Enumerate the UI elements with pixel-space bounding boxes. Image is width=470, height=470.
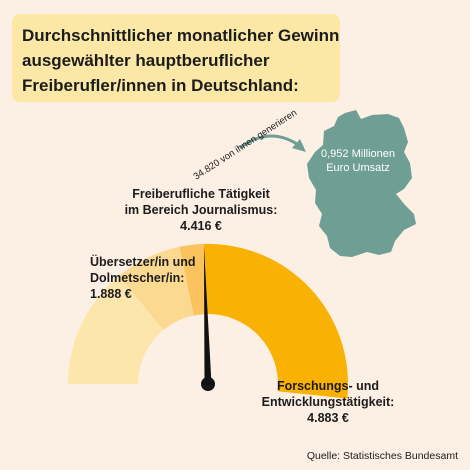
title-box bbox=[12, 14, 340, 102]
label-uebersetzer-line-1: Übersetzer/in und bbox=[90, 255, 196, 269]
arrow-curve bbox=[239, 134, 301, 150]
label-uebersetzer: Übersetzer/in und Dolmetscher/in: 1.888 … bbox=[90, 254, 196, 302]
map-text-line-2: Euro Umsatz bbox=[326, 162, 390, 174]
gauge-needle-hub bbox=[201, 377, 215, 391]
gauge-segment-journalismus bbox=[179, 244, 206, 316]
label-forschung: Forschungs- und Entwicklungstätigkeit: 4… bbox=[248, 378, 408, 426]
label-forschung-line-1: Forschungs- und bbox=[276, 379, 380, 393]
gauge-needle bbox=[203, 246, 212, 385]
chart-title-line-1: Durchschnittlicher monatlicher Gewinn bbox=[22, 26, 340, 45]
label-uebersetzer-line-2: Dolmetscher/in: bbox=[90, 271, 185, 285]
map-text-line-1: 0,952 Millionen bbox=[321, 148, 395, 160]
chart-title-line-3: Freiberufler/innen in Deutschland: bbox=[22, 76, 299, 95]
chart-title-line-2: ausgewählter hauptberuflicher bbox=[22, 51, 270, 70]
arrow-annotation: 34.820 von ihnen generieren bbox=[192, 107, 299, 182]
arrow-head bbox=[292, 139, 306, 152]
value-label-uebersetzer: 1.888 € bbox=[90, 287, 132, 301]
label-journalismus-line-1: Freiberufliche Tätigkeit bbox=[132, 187, 270, 201]
value-label-forschung: 4.883 € bbox=[307, 411, 349, 425]
gauge-segment-forschung bbox=[203, 244, 348, 399]
label-forschung-line-2: Entwicklungstätigkeit: bbox=[261, 395, 395, 409]
germany-map bbox=[307, 110, 416, 257]
label-journalismus: Freiberufliche Tätigkeit im Bereich Jour… bbox=[118, 186, 284, 234]
label-journalismus-line-2: im Bereich Journalismus: bbox=[124, 203, 278, 217]
source-note: Quelle: Statistisches Bundesamt bbox=[306, 450, 458, 462]
value-label-journalismus: 4.416 € bbox=[180, 219, 222, 233]
